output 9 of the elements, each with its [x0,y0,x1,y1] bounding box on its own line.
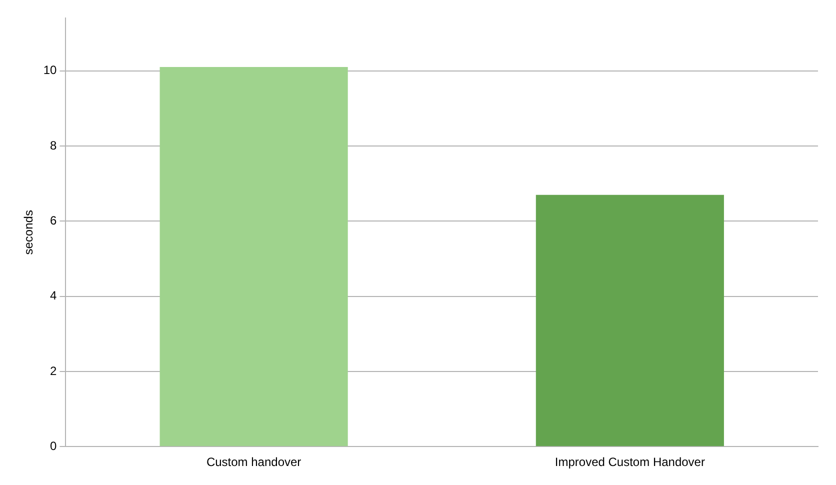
y-tick-label: 6 [50,213,58,228]
y-tick-label: 0 [50,438,58,453]
y-axis-title: seconds [22,210,36,255]
y-tick-label: 8 [50,138,58,152]
x-tick-label: Improved Custom Handover [554,455,705,470]
y-tick-label: 10 [43,63,58,78]
y-tick-label: 2 [50,364,58,378]
x-tick-label: Custom handover [206,455,302,470]
y-tick-label: 4 [50,288,58,303]
